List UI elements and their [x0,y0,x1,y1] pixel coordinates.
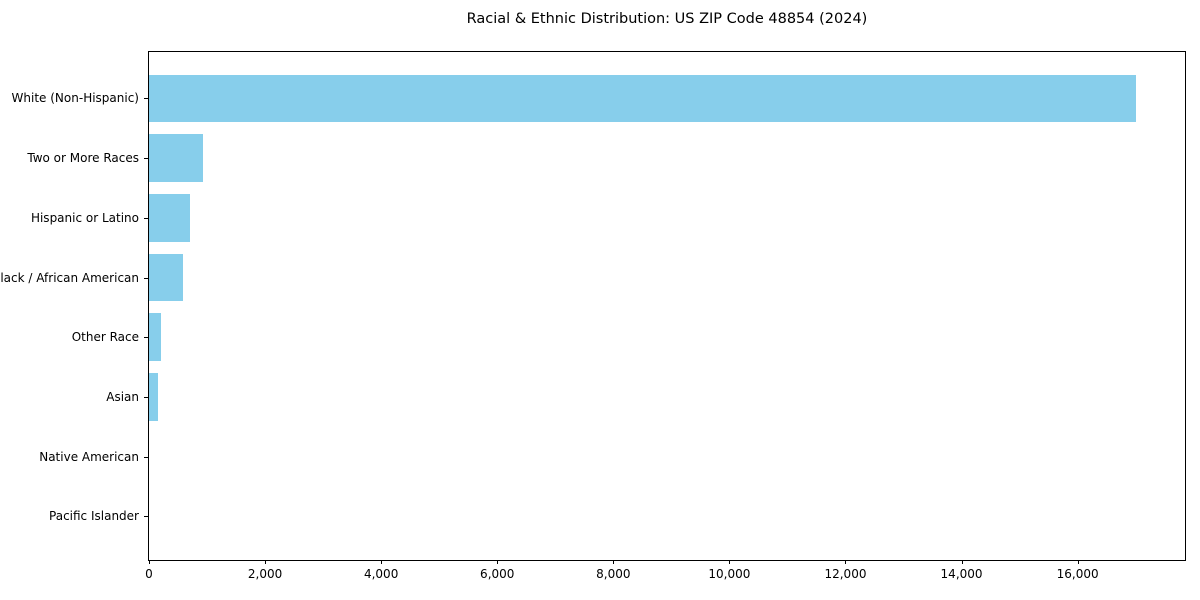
bar [149,253,183,302]
bar-row: White (Non-Hispanic) [12,69,1185,129]
x-axis-tick [613,560,615,564]
x-axis-tick [845,560,847,564]
bar [149,194,191,242]
y-axis-label: Asian [106,389,139,404]
bar-row: Two or More Races [27,128,1185,188]
y-axis-tick [144,516,148,518]
x-axis-label: 8,000 [596,567,631,581]
x-axis-tick [729,560,731,564]
y-axis-tick [144,158,148,160]
x-axis-label: 2,000 [247,567,283,581]
y-axis-tick [144,337,148,339]
chart-title: Racial & Ethnic Distribution: US ZIP Cod… [466,11,868,27]
x-axis-label: 4,000 [363,567,399,581]
bar-row: Asian [106,367,1185,427]
x-axis-label: 10,000 [708,567,751,581]
y-axis-tick [144,217,148,219]
bar [149,74,1136,123]
y-axis-tick [144,98,148,100]
y-axis-tick [144,456,148,458]
y-axis-label: Other Race [71,330,139,345]
x-axis-tick [381,560,383,564]
x-axis-tick [497,560,499,564]
x-axis-tick [265,560,267,564]
y-axis-label: Hispanic or Latino [30,210,139,225]
x-axis-tick [961,560,963,564]
bar-row: Hispanic or Latino [31,188,1185,248]
bar-row: Native American [39,427,1185,487]
bar-row: Pacific Islander [49,487,1185,547]
plot-area: White (Non-Hispanic) Two or More Races His… [0,51,1186,581]
x-axis-label: 12,000 [824,567,867,581]
bar [149,134,203,182]
y-axis-tick [144,277,148,279]
x-axis-label: 6,000 [480,567,515,581]
y-axis-label: Black / African American [0,270,139,285]
y-axis-label: Two or More Races [27,151,139,166]
bar-row: Other Race [72,307,1185,367]
x-axis-label: 16,000 [1056,567,1099,581]
y-axis-label: Native American [39,449,139,464]
bar-row: Black / African American [0,248,1185,308]
y-axis-label: Pacific Islander [49,509,139,524]
x-axis-tick [149,560,150,564]
bar [149,373,158,421]
x-axis-label: 14,000 [940,567,983,581]
x-axis-tick [1077,560,1079,564]
bar [149,313,161,361]
x-axis-label: 0 [145,567,153,581]
y-axis-label: White (Non-Hispanic) [11,91,139,106]
y-axis-tick [144,396,148,398]
